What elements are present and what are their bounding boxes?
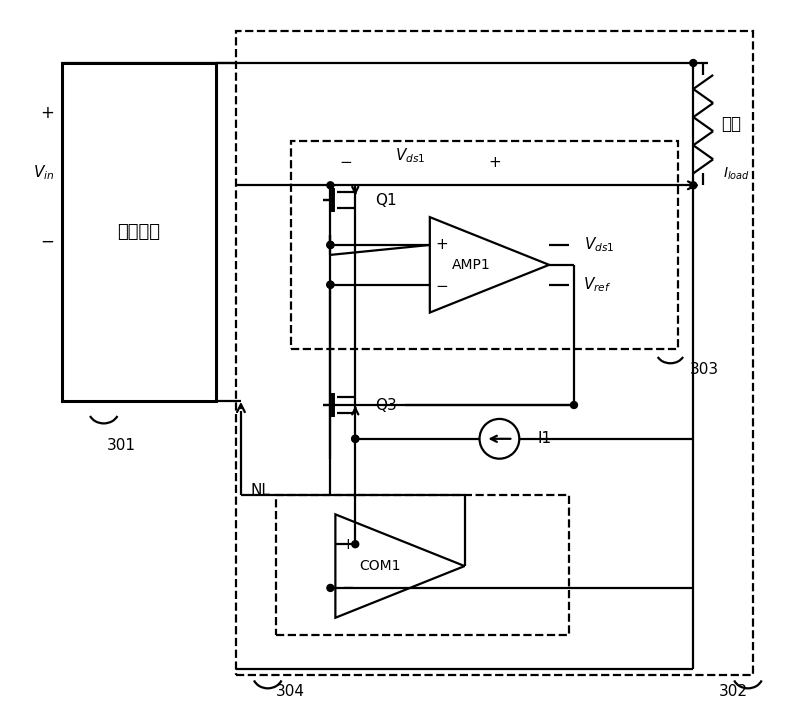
- Text: AMP1: AMP1: [452, 258, 491, 272]
- Text: 302: 302: [718, 684, 747, 698]
- Circle shape: [327, 282, 334, 289]
- Text: COM1: COM1: [359, 559, 401, 573]
- Text: 303: 303: [690, 362, 719, 377]
- Text: 负载: 负载: [721, 114, 741, 133]
- Text: I1: I1: [537, 431, 551, 446]
- Polygon shape: [430, 217, 549, 312]
- Text: Q3: Q3: [375, 397, 397, 413]
- Circle shape: [327, 182, 334, 189]
- Circle shape: [352, 435, 358, 442]
- Text: 开关电路: 开关电路: [117, 223, 160, 241]
- Text: +: +: [488, 155, 501, 170]
- Text: $V_{ds1}$: $V_{ds1}$: [394, 146, 425, 165]
- Text: −: −: [40, 233, 54, 251]
- Circle shape: [352, 435, 358, 442]
- Text: +: +: [435, 237, 448, 253]
- Text: +: +: [341, 537, 354, 552]
- Circle shape: [479, 419, 519, 458]
- Bar: [62, 63, 216, 401]
- Circle shape: [690, 60, 697, 67]
- Circle shape: [327, 585, 334, 591]
- Circle shape: [327, 282, 334, 289]
- Bar: [276, 496, 569, 635]
- Text: −: −: [339, 155, 352, 170]
- Circle shape: [690, 182, 697, 189]
- Circle shape: [570, 402, 578, 409]
- Text: $I_{load}$: $I_{load}$: [723, 165, 750, 182]
- Text: −: −: [341, 581, 354, 595]
- Bar: [236, 31, 753, 675]
- Text: $V_{ds1}$: $V_{ds1}$: [583, 236, 614, 254]
- Polygon shape: [335, 515, 465, 618]
- Text: $V_{ref}$: $V_{ref}$: [582, 275, 611, 294]
- Circle shape: [352, 541, 358, 548]
- Circle shape: [327, 241, 334, 249]
- Text: 301: 301: [107, 438, 136, 453]
- Text: +: +: [40, 104, 54, 121]
- Circle shape: [327, 241, 334, 249]
- Bar: [290, 140, 678, 350]
- Text: −: −: [435, 279, 448, 294]
- Text: Q1: Q1: [375, 193, 397, 208]
- Text: NL: NL: [251, 483, 270, 498]
- Text: $V_{in}$: $V_{in}$: [34, 163, 55, 182]
- Text: 304: 304: [276, 684, 305, 698]
